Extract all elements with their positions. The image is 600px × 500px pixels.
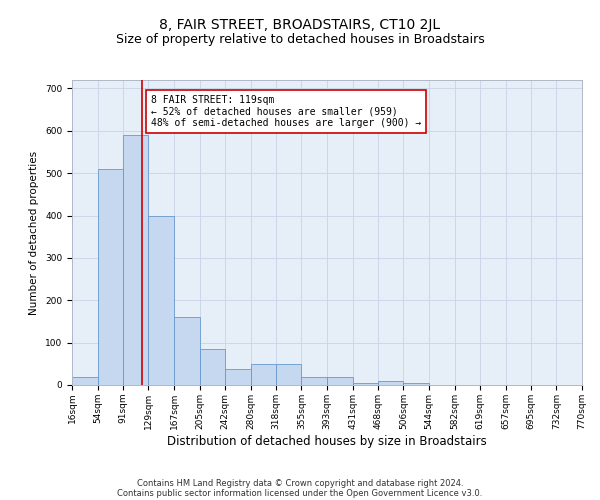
Text: Contains HM Land Registry data © Crown copyright and database right 2024.: Contains HM Land Registry data © Crown c… [137, 478, 463, 488]
Bar [123, 135, 148, 385]
X-axis label: Distribution of detached houses by size in Broadstairs: Distribution of detached houses by size … [167, 434, 487, 448]
Bar [148, 216, 174, 385]
Bar [403, 383, 429, 385]
Text: Contains public sector information licensed under the Open Government Licence v3: Contains public sector information licen… [118, 488, 482, 498]
Bar [174, 317, 200, 385]
Text: 8 FAIR STREET: 119sqm
← 52% of detached houses are smaller (959)
48% of semi-det: 8 FAIR STREET: 119sqm ← 52% of detached … [151, 95, 421, 128]
Bar [276, 364, 301, 385]
Bar [98, 169, 123, 385]
Bar [378, 381, 403, 385]
Bar [327, 378, 353, 385]
Text: 8, FAIR STREET, BROADSTAIRS, CT10 2JL: 8, FAIR STREET, BROADSTAIRS, CT10 2JL [160, 18, 440, 32]
Bar [301, 378, 327, 385]
Bar [72, 376, 98, 385]
Bar [353, 383, 378, 385]
Bar [251, 364, 276, 385]
Bar [200, 349, 225, 385]
Y-axis label: Number of detached properties: Number of detached properties [29, 150, 40, 314]
Bar [225, 369, 251, 385]
Text: Size of property relative to detached houses in Broadstairs: Size of property relative to detached ho… [116, 32, 484, 46]
